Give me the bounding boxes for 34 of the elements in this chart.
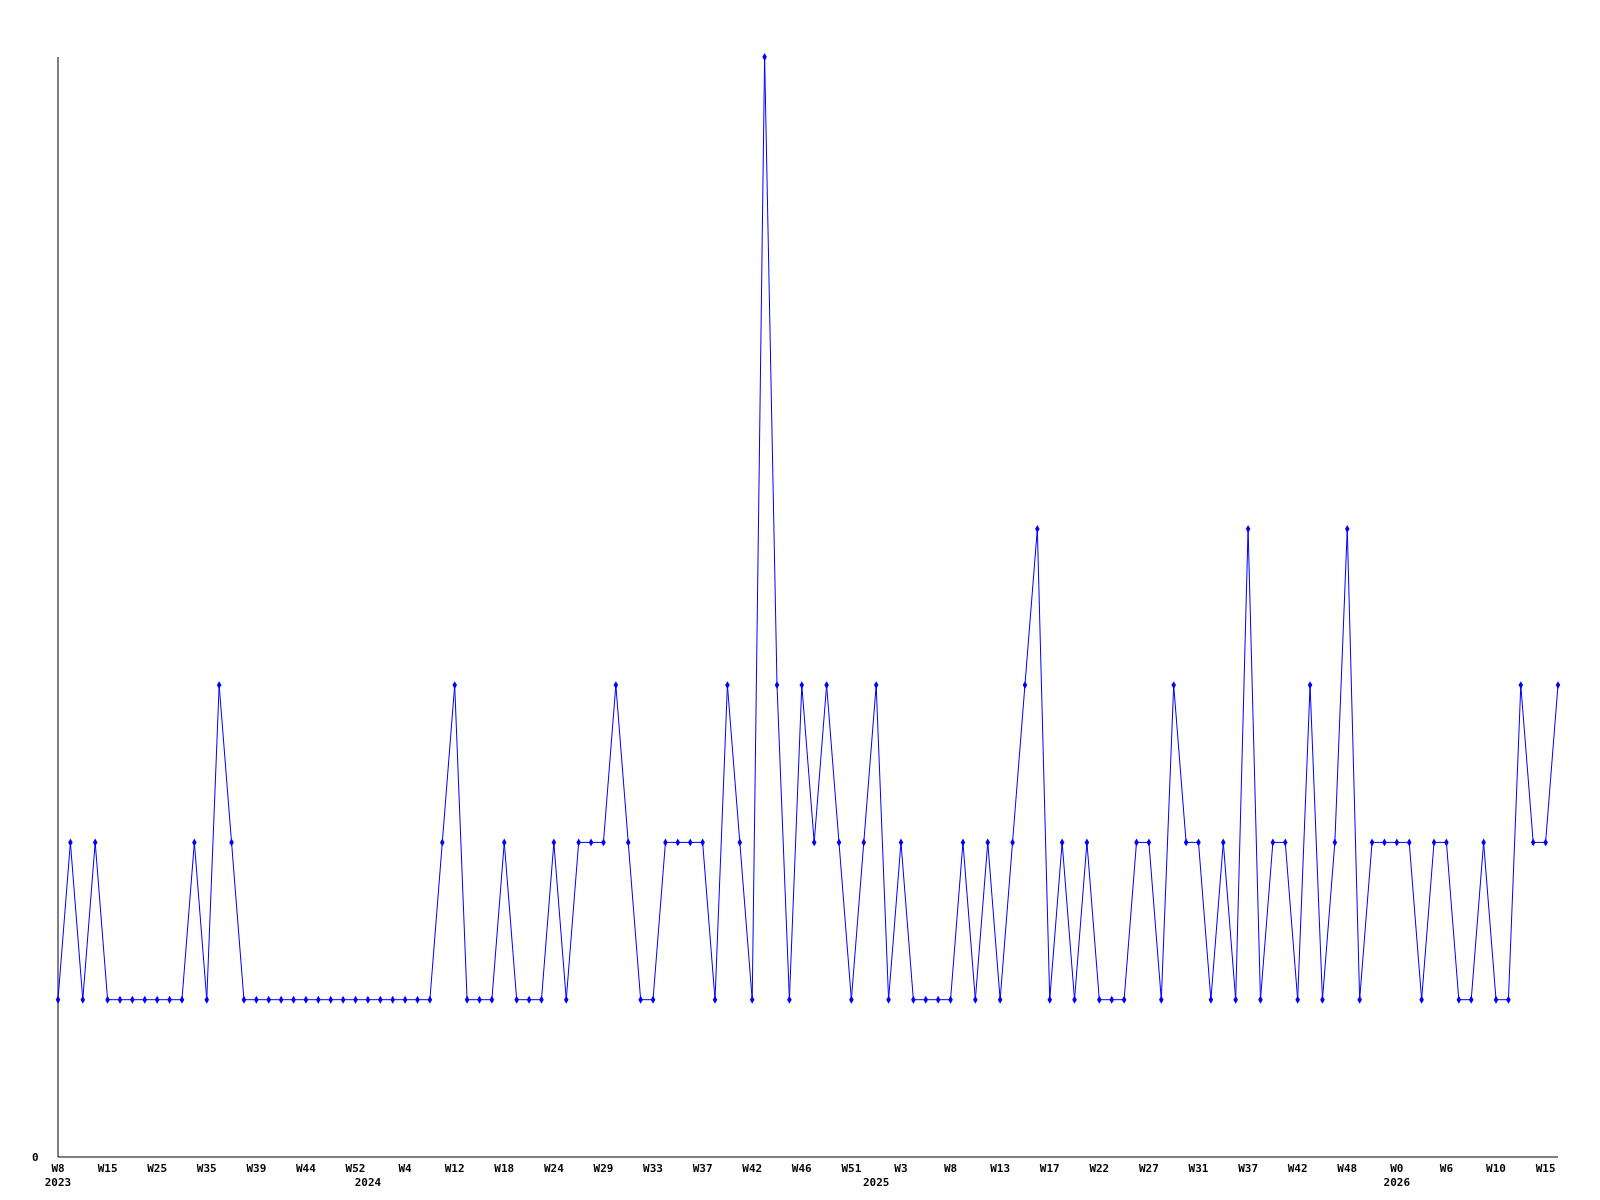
x-tick-label: W51 [841,1162,862,1175]
x-tick-label: W33 [643,1162,663,1175]
x-tick-label: W42 [742,1162,763,1175]
x-tick-label: W37 [692,1162,713,1175]
x-tick-label: W46 [791,1162,813,1175]
x-tick-label: W22 [1089,1162,1110,1175]
x-tick-label: W44 [296,1162,317,1175]
x-tick-label: W4 [398,1162,413,1175]
x-tick-label: W18 [494,1162,515,1175]
x-tick-label: W37 [1238,1162,1259,1175]
x-tick-label: 2025 [862,1176,890,1189]
x-tick-label: W3 [894,1162,908,1175]
x-tick-label: W8 2023 [44,1162,72,1189]
x-tick-label: W25 [147,1162,168,1175]
x-tick-label: W13 [990,1162,1011,1175]
x-tick-label: W6 [1439,1162,1454,1175]
x-tick-label: W12 [444,1162,465,1175]
x-tick-label: W17 [1039,1162,1060,1175]
x-tick-label: W31 [1188,1162,1209,1175]
text: 0 [32,1151,39,1164]
x-tick-label: W27 [1138,1162,1159,1175]
x-tick-label: W29 [593,1162,614,1175]
x-tick-label: W0 2026 [1383,1162,1411,1189]
x-tick-label: W8 [943,1162,958,1175]
x-tick-label: W48 [1337,1162,1358,1175]
x-tick-label: 2024 [354,1176,382,1189]
x-tick-label: W10 [1486,1162,1506,1175]
x-tick-label: W35 [196,1162,217,1175]
x-tick-label: W52 [345,1162,366,1175]
x-tick-label: W15 [97,1162,118,1175]
x-tick-label: W39 [246,1162,267,1175]
x-tick-label: W15 [1535,1162,1556,1175]
x-tick-label: W24 [543,1162,565,1175]
x-tick-label: W42 [1287,1162,1308,1175]
